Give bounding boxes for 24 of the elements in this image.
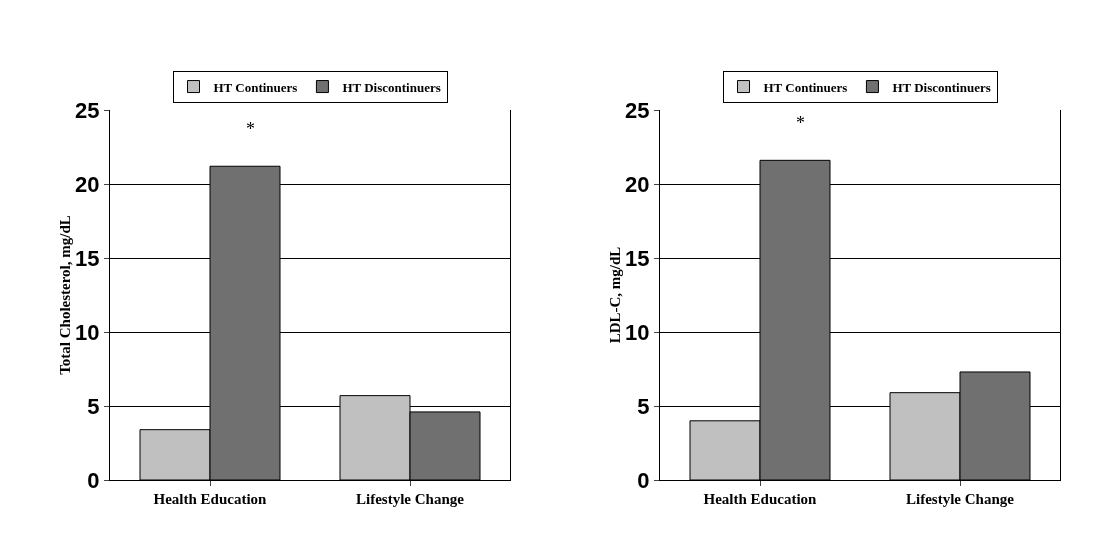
x-tick-label: Health Education [153,491,268,507]
x-tick-label: Health Education [703,491,818,507]
y-tick-label: 15 [75,245,100,271]
y-tick-label: 10 [75,319,100,345]
y-tick-label: 20 [75,171,100,197]
y-tick-label: 5 [637,393,650,419]
legend-label: HT Continuers [763,79,848,95]
y-axis-title: LDL-C, mg/dL [607,246,623,344]
y-tick-label: 25 [75,97,100,123]
annotation: * [796,113,805,133]
legend-label: HT Discontinuers [342,79,441,95]
y-tick-label: 15 [625,245,650,271]
y-axis-title: Total Cholesterol, mg/dL [57,215,73,375]
legend-label: HT Continuers [213,79,298,95]
y-tick-label: 0 [87,467,100,493]
legend-label: HT Discontinuers [892,79,991,95]
annotation: * [246,119,255,139]
x-tick-label: Lifestyle Change [356,491,465,507]
y-tick-label: 10 [625,319,650,345]
x-tick-label: Lifestyle Change [906,491,1015,507]
y-tick-label: 25 [625,97,650,123]
y-tick-label: 0 [637,467,650,493]
y-tick-label: 5 [87,393,100,419]
y-tick-label: 20 [625,171,650,197]
